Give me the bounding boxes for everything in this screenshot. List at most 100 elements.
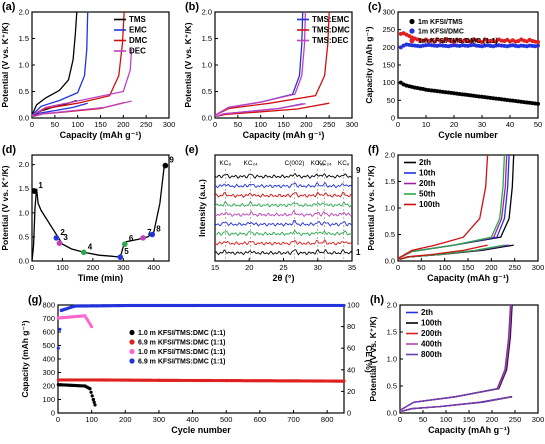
peak-label: KC₈ bbox=[219, 160, 231, 167]
x-tick-label: 200 bbox=[117, 120, 130, 129]
legend-entry: 1m KFSI/DMC bbox=[418, 29, 464, 36]
x-tick-label: 25 bbox=[279, 263, 287, 272]
legend-entry: DEC bbox=[129, 47, 146, 56]
trace-label-top: 9 bbox=[356, 166, 361, 175]
y-tick-label: 250 bbox=[382, 25, 395, 34]
y-tick-label: 0.5 bbox=[387, 382, 397, 391]
y-tick-label: 200 bbox=[382, 43, 395, 52]
x-tick-label: 50 bbox=[234, 120, 242, 129]
y-tick-label: 1.0 bbox=[19, 61, 29, 70]
x-tick-label: 20 bbox=[245, 263, 253, 272]
y-tick-label: 700 bbox=[42, 314, 55, 323]
xrd-trace bbox=[214, 172, 353, 179]
y-tick-label: 0.0 bbox=[19, 114, 29, 123]
legend-entry: 100th bbox=[421, 319, 442, 328]
marker-label: 8 bbox=[156, 225, 161, 234]
panel-tag: (f) bbox=[368, 144, 379, 156]
panel-tag: (c) bbox=[368, 1, 382, 13]
x-tick-label: 0 bbox=[396, 263, 400, 272]
data-point bbox=[536, 43, 540, 48]
legend-entry: 100th bbox=[419, 200, 440, 209]
discharge-curve bbox=[401, 396, 511, 413]
marker-point bbox=[140, 235, 146, 241]
x-tick-label: 700 bbox=[287, 415, 300, 424]
x-axis-label: Cycle number bbox=[438, 130, 498, 140]
y-axis-label: Potential (V vs. K⁺/K) bbox=[366, 165, 376, 250]
y2-tick-label: 20 bbox=[347, 387, 355, 396]
marker-point bbox=[122, 241, 128, 247]
y-tick-label: 1.5 bbox=[19, 184, 29, 193]
marker-point bbox=[31, 188, 38, 194]
marker-point bbox=[162, 162, 169, 169]
y-axis-label: Potential (V vs. K⁺/K) bbox=[183, 22, 193, 107]
discharge-curve bbox=[399, 244, 488, 261]
y-tick-label: 0.0 bbox=[202, 114, 212, 123]
xrd-trace bbox=[214, 191, 353, 198]
y-axis-label: Capacity (mAh g⁻¹) bbox=[364, 26, 374, 103]
y-tick-label: 0.5 bbox=[385, 230, 395, 239]
legend-entry: 50th bbox=[419, 190, 436, 199]
y-tick-label: 1.5 bbox=[19, 34, 29, 43]
legend-entry: TMS:EMC bbox=[312, 15, 350, 24]
y-axis-label: Potential (V vs. K⁺/K) bbox=[368, 316, 378, 401]
y-tick-label: 1.0 bbox=[385, 204, 395, 213]
charge-curve bbox=[31, 11, 89, 116]
legend-marker bbox=[409, 28, 415, 34]
legend-entry: 2th bbox=[419, 158, 431, 167]
y-tick-label: 100 bbox=[382, 78, 395, 87]
x-tick-label: 10 bbox=[422, 120, 430, 129]
peak-label: KC₃₆ bbox=[311, 160, 326, 167]
x-axis-label: Capacity (mAh g⁻¹) bbox=[428, 425, 510, 435]
x-axis-label: Capacity (mAh g⁻¹) bbox=[60, 130, 142, 140]
charge-curve bbox=[31, 49, 133, 116]
peak-label: KC₈ bbox=[338, 160, 350, 167]
y-tick-label: 0.0 bbox=[19, 257, 29, 266]
xrd-trace bbox=[214, 229, 353, 237]
data-point bbox=[468, 39, 473, 44]
y-tick-label: 1.0 bbox=[19, 208, 29, 217]
x-axis-label: Cycle number bbox=[171, 425, 231, 435]
y-tick-label: 0 bbox=[51, 409, 55, 418]
x-tick-label: 250 bbox=[323, 120, 336, 129]
charge-curve bbox=[214, 11, 330, 116]
charge-curve bbox=[397, 154, 508, 259]
legend-marker bbox=[409, 37, 415, 44]
x-tick-label: 100 bbox=[56, 263, 69, 272]
charge-curve bbox=[399, 304, 512, 411]
marker-label: 9 bbox=[169, 156, 174, 165]
data-point bbox=[536, 101, 540, 106]
y-tick-label: 1.5 bbox=[202, 34, 212, 43]
y-axis-label: Intensity (a.u.) bbox=[197, 179, 207, 237]
legend-entry: EMC bbox=[129, 26, 147, 35]
panel-7: (h) 0 50 100 150 200 250 300 Capacity (mAh g⁻¹) 0… bbox=[368, 294, 544, 435]
x-axis-label: Time (min) bbox=[78, 273, 123, 283]
discharge-curve bbox=[33, 102, 88, 117]
x-tick-label: 200 bbox=[87, 263, 100, 272]
y-tick-label: 1.0 bbox=[202, 61, 212, 70]
x-tick-label: 300 bbox=[153, 415, 166, 424]
marker-label: 1 bbox=[38, 181, 43, 190]
x-axis-label: Capacity (mAh g⁻¹) bbox=[427, 273, 509, 283]
x-axis-label: Capacity (mAh g⁻¹) bbox=[243, 130, 325, 140]
legend-entry: 6.9 m KFSI/TMS:DMC (1:1) bbox=[138, 359, 226, 366]
x-tick-label: 40 bbox=[506, 120, 514, 129]
x-tick-label: 30 bbox=[314, 263, 322, 272]
legend-marker bbox=[129, 358, 135, 364]
cycle-point bbox=[93, 403, 97, 407]
marker-point bbox=[80, 249, 87, 256]
legend-entry: 1.0 m KFSI/TMS:DMC (1:1) bbox=[138, 349, 226, 356]
data-point bbox=[480, 40, 484, 45]
y-tick-label: 800 bbox=[42, 301, 55, 310]
charge-curve bbox=[397, 154, 515, 259]
xrd-trace bbox=[214, 219, 353, 227]
y-tick-label: 0.5 bbox=[19, 87, 29, 96]
x-tick-label: 0 bbox=[30, 263, 34, 272]
data-point bbox=[432, 39, 437, 44]
y2-tick-label: 40 bbox=[347, 365, 355, 374]
marker-point bbox=[56, 240, 63, 246]
x-tick-label: 150 bbox=[94, 120, 107, 129]
y2-tick-label: 0 bbox=[347, 409, 351, 418]
panel-tag: (d) bbox=[2, 144, 16, 156]
charge-curve bbox=[399, 304, 512, 411]
